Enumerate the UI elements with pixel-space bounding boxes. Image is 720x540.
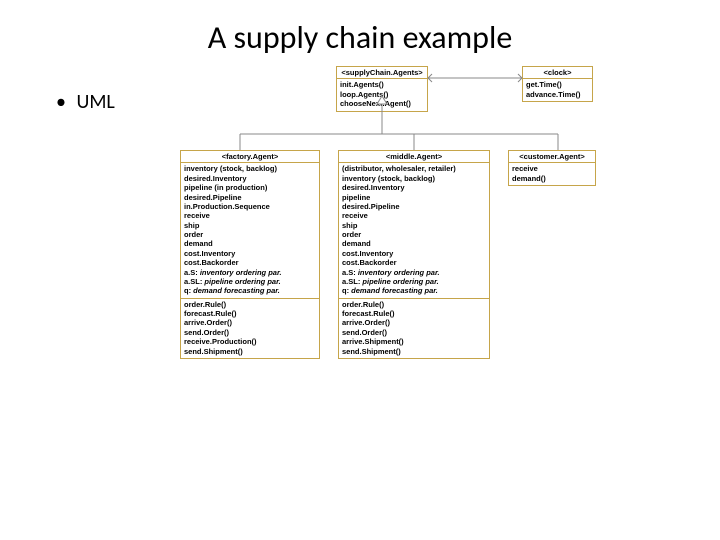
uml-member: a.S: inventory ordering par. [184,268,316,277]
uml-member: receive.Production() [184,337,316,346]
uml-member: order [184,230,316,239]
uml-class-header: <supplyChain.Agents> [337,67,427,79]
uml-member: a.S: inventory ordering par. [342,268,486,277]
uml-member: order.Rule() [342,300,486,309]
uml-class-customerAgent: <customer.Agent>receivedemand() [508,150,596,186]
uml-class-clock: <clock>get.Time()advance.Time() [522,66,593,102]
uml-member: chooseNext.Agent() [340,99,424,108]
uml-member: order [342,230,486,239]
uml-member: receive [184,211,316,220]
uml-member: send.Shipment() [342,347,486,356]
uml-member: inventory (stock, backlog) [184,164,316,173]
uml-class-factoryAgent: <factory.Agent>inventory (stock, backlog… [180,150,320,359]
uml-member: ship [342,221,486,230]
uml-member: send.Order() [342,328,486,337]
uml-member: q: demand forecasting par. [184,286,316,295]
uml-member: ship [184,221,316,230]
uml-member: desired.Inventory [342,183,486,192]
uml-member: forecast.Rule() [342,309,486,318]
uml-section: order.Rule()forecast.Rule()arrive.Order(… [339,299,489,358]
uml-member: get.Time() [526,80,589,89]
uml-member: cost.Inventory [184,249,316,258]
uml-section: inventory (stock, backlog)desired.Invent… [181,163,319,298]
uml-member: demand [184,239,316,248]
uml-section: receivedemand() [509,163,595,185]
uml-member: receive [512,164,592,173]
uml-diagram: <supplyChain.Agents>init.Agents()loop.Ag… [180,60,700,530]
uml-member: q: demand forecasting par. [342,286,486,295]
uml-member: a.SL: pipeline ordering par. [342,277,486,286]
uml-class-middleAgent: <middle.Agent>(distributor, wholesaler, … [338,150,490,359]
uml-member: desired.Pipeline [184,193,316,202]
bullet-uml: UML [56,90,115,114]
uml-member: cost.Backorder [342,258,486,267]
uml-member: arrive.Order() [184,318,316,327]
uml-class-header: <factory.Agent> [181,151,319,163]
uml-member: demand [342,239,486,248]
uml-member: pipeline (in production) [184,183,316,192]
uml-member: demand() [512,174,592,183]
uml-member: a.SL: pipeline ordering par. [184,277,316,286]
uml-member: loop.Agents() [340,90,424,99]
uml-member: arrive.Shipment() [342,337,486,346]
uml-section: get.Time()advance.Time() [523,79,592,101]
uml-member: send.Shipment() [184,347,316,356]
uml-member: cost.Inventory [342,249,486,258]
uml-section: init.Agents()loop.Agents()chooseNext.Age… [337,79,427,110]
uml-member: advance.Time() [526,90,589,99]
uml-section: (distributor, wholesaler, retailer)inven… [339,163,489,298]
uml-member: pipeline [342,193,486,202]
uml-member: arrive.Order() [342,318,486,327]
uml-member: send.Order() [184,328,316,337]
uml-member: desired.Pipeline [342,202,486,211]
uml-member: inventory (stock, backlog) [342,174,486,183]
uml-section: order.Rule()forecast.Rule()arrive.Order(… [181,299,319,358]
uml-member: desired.Inventory [184,174,316,183]
uml-class-header: <customer.Agent> [509,151,595,163]
uml-class-header: <clock> [523,67,592,79]
uml-member: forecast.Rule() [184,309,316,318]
uml-member: order.Rule() [184,300,316,309]
uml-member: (distributor, wholesaler, retailer) [342,164,486,173]
uml-member: cost.Backorder [184,258,316,267]
uml-member: receive [342,211,486,220]
uml-member: in.Production.Sequence [184,202,316,211]
slide-title: A supply chain example [0,18,720,57]
uml-class-header: <middle.Agent> [339,151,489,163]
uml-class-supplyChainAgents: <supplyChain.Agents>init.Agents()loop.Ag… [336,66,428,112]
uml-member: init.Agents() [340,80,424,89]
